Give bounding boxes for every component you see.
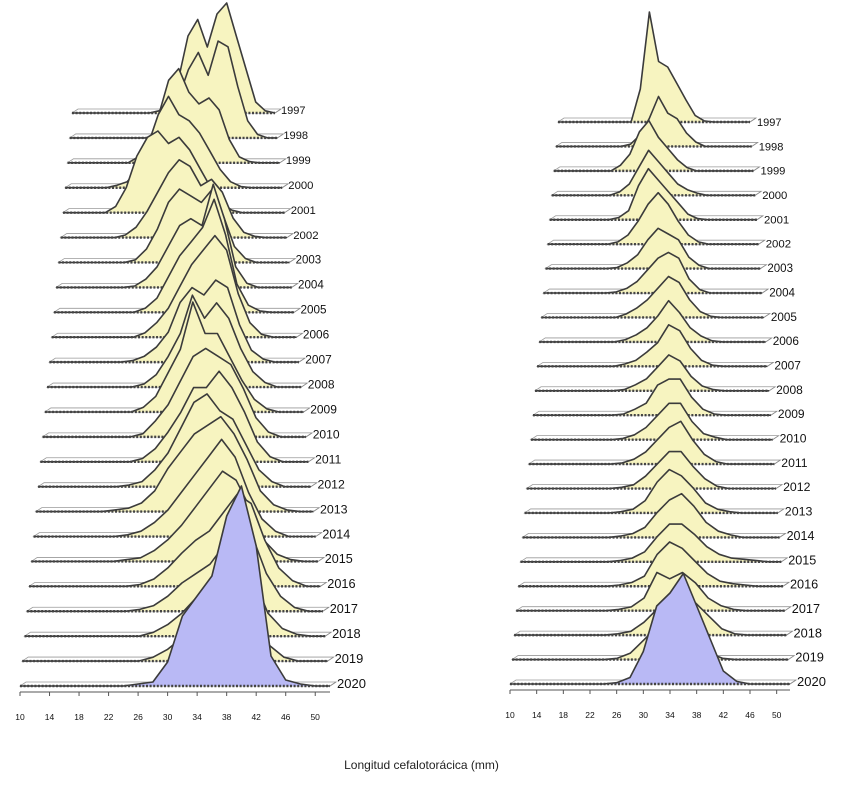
right-year-label-2009: 2009 bbox=[778, 407, 805, 421]
left-year-label-2013: 2013 bbox=[320, 502, 348, 516]
right-year-label-2011: 2011 bbox=[781, 456, 807, 470]
left-x-tick-label-30: 30 bbox=[163, 712, 173, 722]
right-year-label-2002: 2002 bbox=[766, 239, 791, 251]
left-year-label-2005: 2005 bbox=[301, 304, 328, 317]
left-x-tick-label-18: 18 bbox=[74, 712, 84, 722]
right-year-label-2001: 2001 bbox=[764, 214, 789, 226]
right-x-axis: 10 14 18 22 26 30 34 38 42 46 50 bbox=[505, 690, 790, 720]
left-year-label-2017: 2017 bbox=[330, 602, 358, 616]
right-year-label-2019: 2019 bbox=[795, 650, 824, 665]
right-year-label-2015: 2015 bbox=[788, 553, 816, 567]
right-year-label-1998: 1998 bbox=[759, 141, 784, 153]
right-year-label-2003: 2003 bbox=[767, 263, 793, 275]
right-year-label-2016: 2016 bbox=[790, 578, 818, 592]
right-x-tick-label-26: 26 bbox=[612, 710, 622, 720]
right-ridge-2017 bbox=[516, 573, 791, 611]
left-year-label-2020: 2020 bbox=[337, 676, 366, 691]
left-year-label-2009: 2009 bbox=[310, 403, 337, 417]
left-year-label-2011: 2011 bbox=[315, 452, 341, 466]
left-year-label-1998: 1998 bbox=[283, 130, 308, 142]
right-year-label-2012: 2012 bbox=[783, 480, 811, 494]
left-year-label-2018: 2018 bbox=[332, 626, 360, 641]
right-x-tick-label-50: 50 bbox=[772, 710, 782, 720]
left-x-tick-label-38: 38 bbox=[222, 712, 232, 722]
left-x-tick-label-46: 46 bbox=[281, 712, 291, 722]
left-year-label-2012: 2012 bbox=[318, 477, 346, 491]
right-year-label-1997: 1997 bbox=[757, 117, 781, 129]
right-year-label-2014: 2014 bbox=[787, 529, 815, 543]
right-x-tick-label-22: 22 bbox=[585, 710, 595, 720]
left-year-label-2014: 2014 bbox=[322, 527, 350, 541]
right-year-label-2018: 2018 bbox=[794, 625, 822, 640]
right-year-label-2010: 2010 bbox=[780, 432, 807, 446]
right-year-label-2000: 2000 bbox=[762, 190, 787, 202]
right-year-label-2004: 2004 bbox=[769, 286, 795, 299]
right-year-label-2007: 2007 bbox=[774, 359, 801, 373]
left-year-label-2008: 2008 bbox=[308, 378, 335, 392]
left-ridgeline-chart: 1997 1998 1999 2000 2001 2002 2003 2004 2005 2006… bbox=[15, 3, 366, 722]
right-x-tick-label-14: 14 bbox=[532, 710, 542, 720]
right-x-tick-label-38: 38 bbox=[692, 710, 702, 720]
right-x-tick-label-34: 34 bbox=[665, 710, 675, 720]
left-year-label-2006: 2006 bbox=[303, 328, 330, 342]
left-year-label-2004: 2004 bbox=[298, 279, 324, 292]
left-year-label-2002: 2002 bbox=[293, 230, 318, 242]
left-year-label-2000: 2000 bbox=[288, 180, 313, 192]
right-x-tick-label-18: 18 bbox=[559, 710, 569, 720]
left-year-label-2019: 2019 bbox=[335, 651, 364, 666]
left-x-tick-label-22: 22 bbox=[104, 712, 114, 722]
left-x-tick-label-34: 34 bbox=[192, 712, 202, 722]
right-x-tick-label-42: 42 bbox=[719, 710, 729, 720]
left-year-label-2016: 2016 bbox=[327, 577, 355, 591]
left-year-label-2001: 2001 bbox=[291, 205, 316, 217]
left-x-axis: 10 14 18 22 26 30 34 38 42 46 50 bbox=[15, 692, 330, 722]
right-year-label-2017: 2017 bbox=[792, 602, 820, 616]
right-ridgeline-chart: 1997 1998 1999 2000 2001 2002 2003 2004 2005 2006… bbox=[505, 12, 826, 720]
right-x-tick-label-30: 30 bbox=[639, 710, 649, 720]
right-year-label-1999: 1999 bbox=[761, 166, 786, 178]
left-year-label-1997: 1997 bbox=[281, 105, 305, 117]
right-x-tick-label-10: 10 bbox=[505, 710, 515, 720]
left-year-label-2007: 2007 bbox=[305, 353, 332, 367]
right-x-tick-label-46: 46 bbox=[745, 710, 755, 720]
left-year-label-2010: 2010 bbox=[313, 427, 340, 441]
left-x-tick-label-50: 50 bbox=[310, 712, 320, 722]
left-x-tick-label-14: 14 bbox=[45, 712, 55, 722]
left-year-label-2003: 2003 bbox=[296, 255, 322, 267]
left-year-label-2015: 2015 bbox=[325, 552, 353, 566]
right-year-label-2008: 2008 bbox=[776, 383, 803, 397]
right-year-label-2020: 2020 bbox=[797, 674, 826, 689]
left-x-tick-label-42: 42 bbox=[251, 712, 261, 722]
right-year-label-2005: 2005 bbox=[771, 311, 798, 324]
left-x-tick-label-26: 26 bbox=[133, 712, 143, 722]
left-x-tick-label-10: 10 bbox=[15, 712, 25, 722]
right-year-label-2006: 2006 bbox=[773, 334, 800, 348]
right-year-label-2013: 2013 bbox=[785, 505, 813, 519]
left-year-label-1999: 1999 bbox=[286, 155, 311, 167]
x-axis-label: Longitud cefalotorácica (mm) bbox=[0, 758, 843, 772]
